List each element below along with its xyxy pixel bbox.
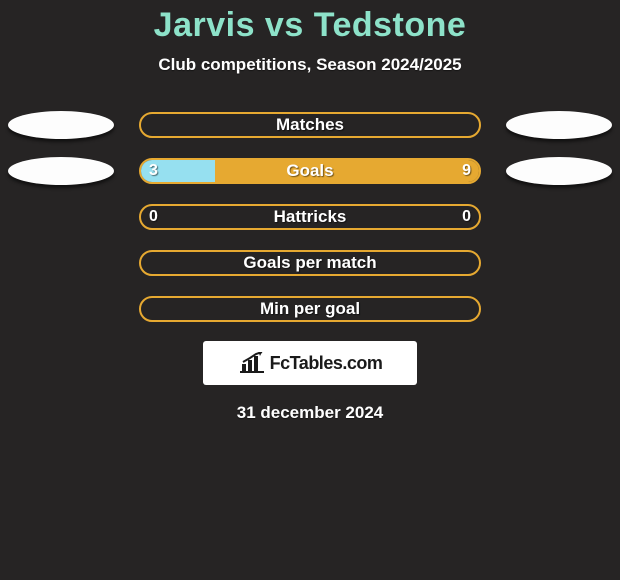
- stat-label: Min per goal: [141, 298, 479, 320]
- stat-label: Hattricks: [141, 206, 479, 228]
- stat-label: Goals: [141, 160, 479, 182]
- chart-icon: [238, 352, 266, 374]
- player-oval-right: [506, 111, 612, 139]
- logo-badge: FcTables.com: [203, 341, 417, 385]
- stat-value-right: 0: [462, 206, 471, 228]
- stat-bar: Hattricks0 0: [139, 204, 481, 230]
- stat-bar: Goals3 9: [139, 158, 481, 184]
- date-label: 31 december 2024: [0, 403, 620, 423]
- page-title: Jarvis vs Tedstone: [0, 0, 620, 45]
- subtitle: Club competitions, Season 2024/2025: [0, 55, 620, 75]
- stat-row: Matches: [0, 111, 620, 139]
- logo-text: FcTables.com: [270, 353, 383, 374]
- player-oval-left: [8, 111, 114, 139]
- logo-inner: FcTables.com: [238, 352, 383, 374]
- stat-value-left: 3: [149, 160, 158, 182]
- player-oval-left: [8, 157, 114, 185]
- stat-row: Min per goal: [0, 295, 620, 323]
- stat-row: Goals3 9: [0, 157, 620, 185]
- stat-label: Goals per match: [141, 252, 479, 274]
- stat-value-right: 9: [462, 160, 471, 182]
- player-oval-right: [506, 157, 612, 185]
- stat-label: Matches: [141, 114, 479, 136]
- stat-bar: Matches: [139, 112, 481, 138]
- stat-value-left: 0: [149, 206, 158, 228]
- stat-row: Goals per match: [0, 249, 620, 277]
- comparison-infographic: Jarvis vs Tedstone Club competitions, Se…: [0, 0, 620, 580]
- stat-row: Hattricks0 0: [0, 203, 620, 231]
- stat-bar: Min per goal: [139, 296, 481, 322]
- stat-bar: Goals per match: [139, 250, 481, 276]
- stat-rows: Matches Goals3 9 Hattricks0 0 Goals per match…: [0, 111, 620, 323]
